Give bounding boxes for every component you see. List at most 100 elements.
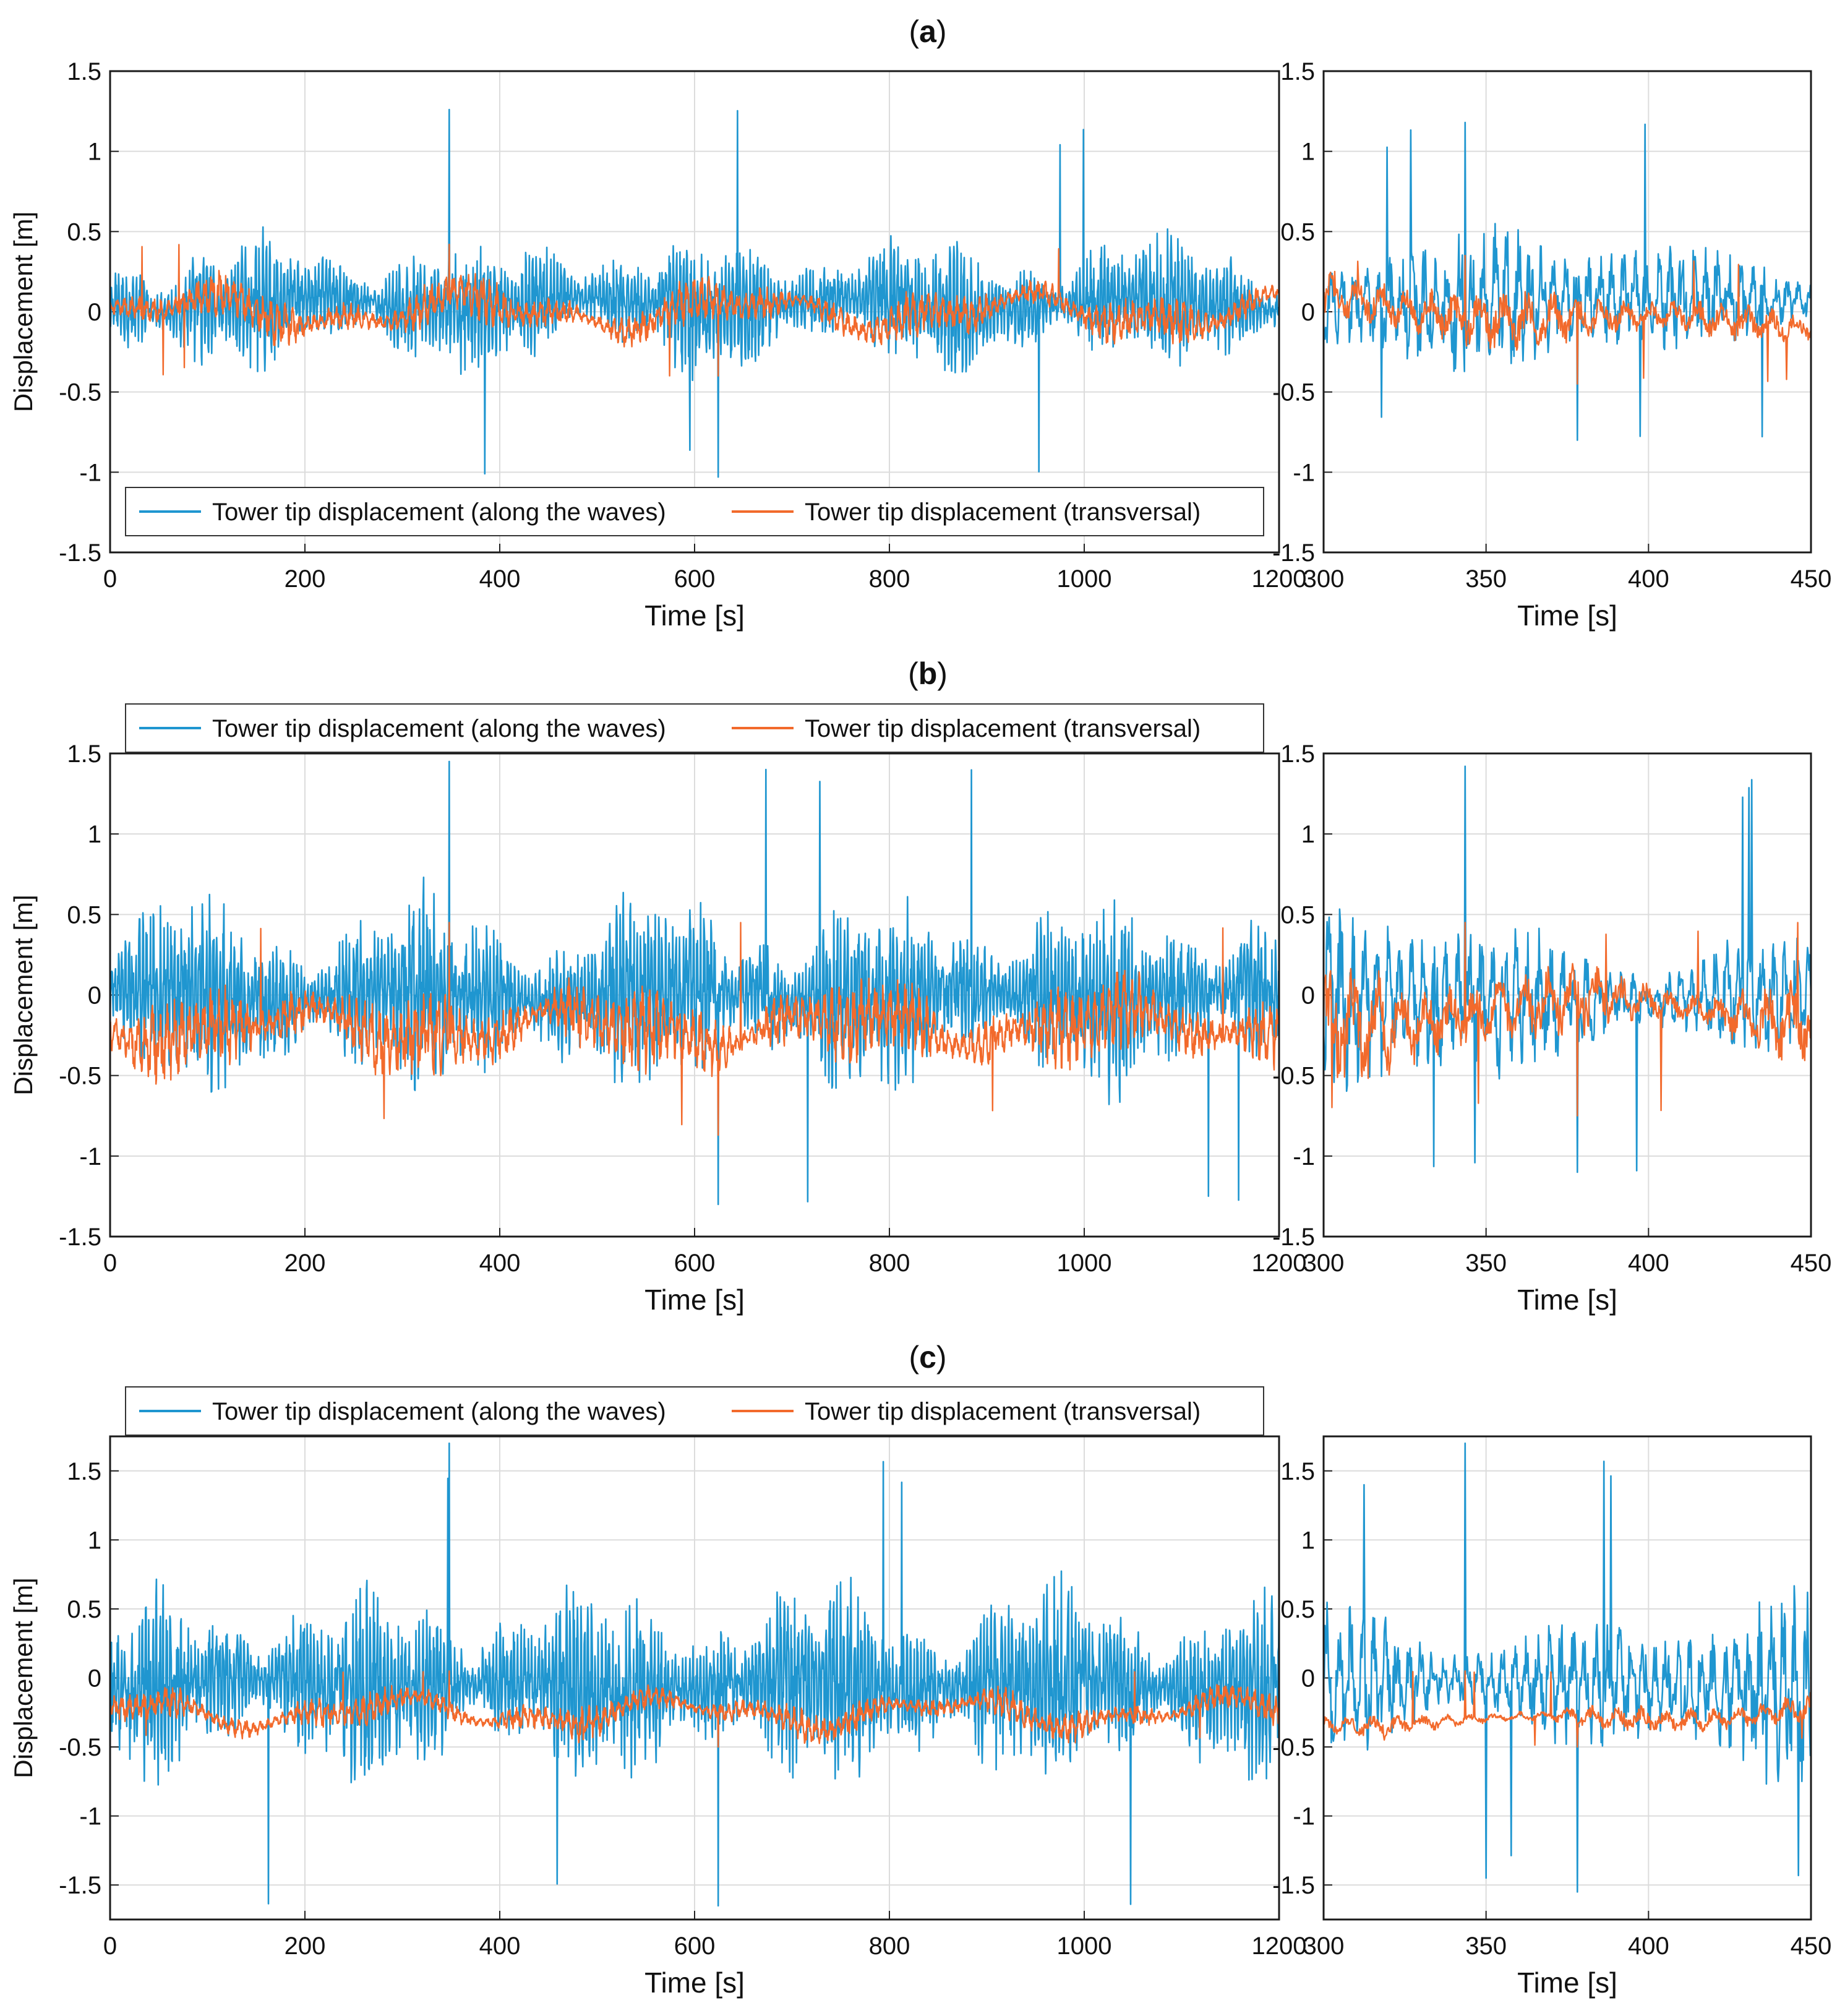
- panel-a-full-x-tick-label: 0: [103, 565, 117, 593]
- panel-b-zoom-x-axis-label: Time [s]: [1517, 1284, 1617, 1316]
- panel-a-zoom-x-axis-label: Time [s]: [1517, 599, 1617, 632]
- panel-a-full-series-along-waves-line: [110, 108, 1279, 478]
- panel-b-full-x-tick-label: 1200: [1252, 1250, 1307, 1277]
- panel-c-full-x-axis-label: Time [s]: [644, 1967, 745, 1999]
- panel-b-full-x-tick-label: 800: [869, 1250, 910, 1277]
- panel-a-full-x-tick-label: 400: [479, 565, 521, 593]
- panel-b-full-x-tick-label: 1000: [1057, 1250, 1112, 1277]
- panel-c-full-x-tick-label: 400: [479, 1932, 521, 1960]
- panel-a-full-frame: [109, 70, 1280, 554]
- panel-b-zoom-y-tick-label: -1: [1293, 1143, 1315, 1170]
- panel-c-zoom-x-tick-label: 450: [1791, 1932, 1832, 1960]
- panel-b-full-x-tick-label: 0: [103, 1250, 117, 1277]
- panel-c-zoom-y-tick-label: 1: [1301, 1527, 1315, 1554]
- panel-c-full-x-tick-label: 1200: [1252, 1932, 1307, 1960]
- panel-a-full-axes: 0 200 400 600 800 1000 1200 -1.5 -1 -0.5 0 0.5 1 1.5 T…: [9, 58, 1306, 632]
- panel-b-full-y-tick-label: 1.5: [67, 740, 101, 768]
- panel-c-zoom-series-transversal-line: [1324, 1670, 1811, 1748]
- panel-c-full-frame: [109, 1435, 1280, 1921]
- panel-a-zoom-x-tick-label: 300: [1303, 565, 1345, 593]
- panel-b-full-y-tick-label: 0: [88, 982, 101, 1010]
- panel-a-zoom-y-tick-label: -1.5: [1272, 539, 1315, 567]
- panel-c-full-y-tick-label: 1.5: [67, 1458, 101, 1485]
- panel-b-zoom-x-tick-label: 400: [1628, 1250, 1669, 1277]
- panel-b-full-y-axis-label: Displacement [m]: [9, 894, 38, 1095]
- panel-b-full-legend-transversal-label: Tower tip displacement (transversal): [805, 715, 1201, 742]
- panel-a-full-x-axis-label: Time [s]: [644, 599, 745, 632]
- panel-b-zoom-y-tick-label: 0: [1301, 982, 1315, 1010]
- panel-b-zoom-series-along-waves-line: [1324, 765, 1811, 1173]
- panel-a-zoom-x-tick-label: 400: [1628, 565, 1669, 593]
- panel-label-a: (a): [909, 14, 946, 49]
- panel-b-zoom-x-tick-label: 450: [1791, 1250, 1832, 1277]
- panel-b-full-legend: Tower tip displacement (along the waves)…: [125, 703, 1264, 753]
- panel-b-full-y-tick-label: 1: [88, 821, 101, 848]
- panel-c-zoom-y-tick-label: -0.5: [1272, 1734, 1315, 1761]
- panel-b-full-y-tick-label: 0.5: [67, 901, 101, 929]
- panel-c-zoom-y-tick-label: -1.5: [1272, 1872, 1315, 1899]
- panel-b-full-y-tick-label: -1.5: [59, 1224, 101, 1251]
- panel-c-full-y-axis-label: Displacement [m]: [9, 1577, 38, 1778]
- panel-c-full-x-tick-label: 200: [285, 1932, 326, 1960]
- panel-c-full-y-tick-label: -0.5: [59, 1734, 101, 1761]
- panel-c-zoom-y-tick-label: 0.5: [1280, 1596, 1315, 1623]
- panel-c-full-y-tick-label: 0.5: [67, 1596, 101, 1623]
- panel-a-full-y-tick-label: 1: [88, 139, 101, 166]
- panel-b-full-axes: 0 200 400 600 800 1000 1200 -1.5 -1 -0.5 0 0.5 1 1.5 T…: [9, 703, 1307, 1316]
- panel-c-full-x-tick-label: 0: [103, 1932, 117, 1960]
- panel-b-zoom-x-tick-label: 300: [1303, 1250, 1345, 1277]
- panel-c-full-y-tick-label: -1: [79, 1803, 101, 1830]
- panel-a-full-y-tick-label: 0.5: [67, 218, 101, 246]
- panel-b-full-x-tick-label: 200: [285, 1250, 326, 1277]
- panel-a-full-y-tick-label: 1.5: [67, 58, 101, 85]
- panel-c-zoom-series-along-waves-line: [1324, 1442, 1811, 1893]
- panel-a-zoom-y-tick-label: -0.5: [1272, 379, 1315, 406]
- panel-a-zoom-axes: 300 350 400 450 -1.5 -1 -0.5 0 0.5 1 1.5 Time [s]: [1272, 58, 1831, 632]
- panel-b-zoom-frame: [1322, 752, 1812, 1238]
- panel-c-zoom-x-tick-label: 350: [1465, 1932, 1507, 1960]
- panel-a-full-y-tick-label: -1: [79, 459, 101, 486]
- panel-a-full-legend-transversal-label: Tower tip displacement (transversal): [805, 499, 1201, 526]
- panel-b-zoom-axes: 300 350 400 450 -1.5 -1 -0.5 0 0.5 1 1.5 Time [s]: [1272, 740, 1831, 1316]
- panel-a-full-legend-along-waves-label: Tower tip displacement (along the waves): [212, 499, 666, 526]
- panel-b-zoom-x-tick-label: 350: [1465, 1250, 1507, 1277]
- panel-b-full-legend-along-waves-label: Tower tip displacement (along the waves): [212, 715, 666, 742]
- panel-a-full-x-tick-label: 600: [674, 565, 716, 593]
- panel-c-full-y-tick-label: 1: [88, 1527, 101, 1554]
- panel-c-zoom-frame: [1322, 1435, 1812, 1921]
- panel-a-zoom-frame: [1322, 70, 1812, 554]
- panel-a-zoom-series-along-waves-line: [1324, 121, 1811, 441]
- panel-a-zoom-y-tick-label: 0: [1301, 299, 1315, 326]
- panel-c-full-series-transversal-line: [110, 1670, 1279, 1748]
- panel-c-full-legend-transversal-label: Tower tip displacement (transversal): [805, 1398, 1201, 1425]
- panel-b-full-x-axis-label: Time [s]: [644, 1284, 745, 1316]
- panel-b-zoom-y-tick-label: 1.5: [1280, 740, 1315, 768]
- panel-c-zoom-x-tick-label: 300: [1303, 1932, 1345, 1960]
- panel-b-full-series-transversal-line: [110, 922, 1279, 1136]
- panel-c-zoom-y-tick-label: 0: [1301, 1665, 1315, 1692]
- panel-c-full-legend-along-waves-label: Tower tip displacement (along the waves): [212, 1398, 666, 1425]
- panel-c-zoom-y-tick-label: 1.5: [1280, 1458, 1315, 1485]
- panel-c-zoom-x-tick-label: 400: [1628, 1932, 1669, 1960]
- panel-a-full-x-tick-label: 200: [285, 565, 326, 593]
- panel-c-full-legend-box: [125, 1386, 1264, 1436]
- panel-b-full-frame: [109, 752, 1280, 1238]
- panel-a-full-x-tick-label: 1000: [1057, 565, 1112, 593]
- panel-a-full-y-tick-label: -1.5: [59, 539, 101, 567]
- panel-a-zoom-y-tick-label: -1: [1293, 459, 1315, 486]
- panel-c-full-x-tick-label: 1000: [1057, 1932, 1112, 1960]
- panel-a-full-legend-box: [125, 487, 1264, 536]
- panel-b-full-y-tick-label: -0.5: [59, 1063, 101, 1090]
- panel-c-full-y-tick-label: 0: [88, 1665, 101, 1692]
- panel-a-full-x-tick-label: 1200: [1252, 565, 1307, 593]
- panel-a-full-y-tick-label: -0.5: [59, 379, 101, 406]
- panel-a-zoom-x-tick-label: 350: [1465, 565, 1507, 593]
- panel-label-c: (c): [909, 1340, 946, 1375]
- panel-b-zoom-y-tick-label: -1.5: [1272, 1224, 1315, 1251]
- panel-c-zoom-axes: 300 350 400 450 -1.5 -1 -0.5 0 0.5 1 1.5 Time [s]: [1272, 1435, 1832, 1999]
- panel-a-full-legend: Tower tip displacement (along the waves)…: [125, 487, 1264, 536]
- panel-c-zoom-x-axis-label: Time [s]: [1517, 1967, 1617, 1999]
- panel-b-zoom-y-tick-label: -0.5: [1272, 1063, 1315, 1090]
- panel-a-zoom-series-transversal-line: [1324, 255, 1811, 385]
